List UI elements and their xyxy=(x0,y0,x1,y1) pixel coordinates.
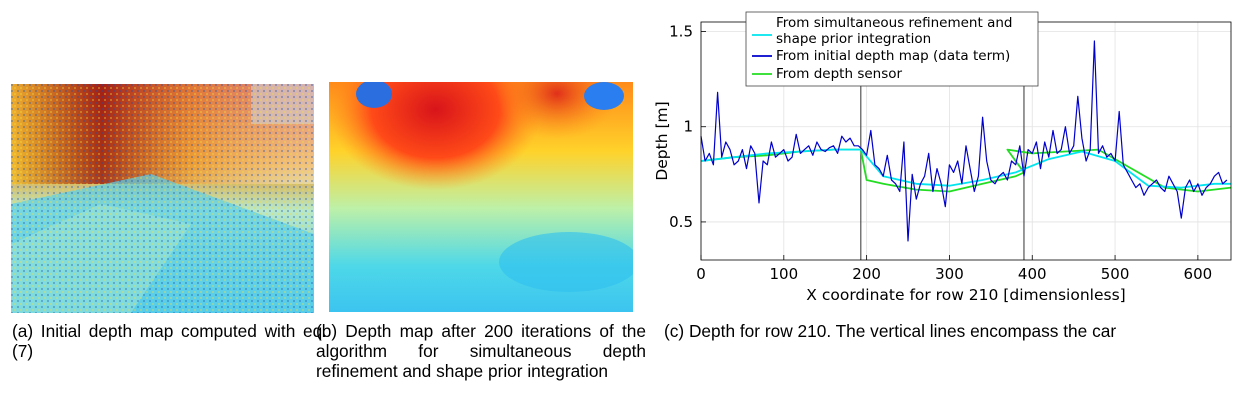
x-tick-label: 100 xyxy=(769,265,798,283)
depth-chart-svg: 0 100 200 300 400 500 600 0.5 1 1.5 X coordinate… xyxy=(653,11,1232,304)
legend-label: From simultaneous refinement and xyxy=(776,15,1012,31)
x-tick-label: 300 xyxy=(935,265,964,283)
series-line xyxy=(700,40,1228,242)
initial-depth-map-image xyxy=(11,84,314,313)
legend-box xyxy=(745,11,1039,87)
caption-c: (c) Depth for row 210. The vertical line… xyxy=(664,321,1117,341)
y-tick-label: 1.5 xyxy=(669,23,693,41)
legend-label: shape prior integration xyxy=(776,31,931,47)
caption-b: (b) Depth map after 200 iterations of th… xyxy=(316,321,646,381)
refined-depth-map-image xyxy=(329,82,633,312)
chart-series xyxy=(700,40,1232,242)
y-tick-label: 1 xyxy=(683,118,693,136)
series-line xyxy=(700,148,1231,189)
x-axis-label: X coordinate for row 210 [dimensionless] xyxy=(806,286,1125,304)
x-tick-label: 400 xyxy=(1018,265,1047,283)
x-tick-label: 500 xyxy=(1101,265,1130,283)
initial-depth-map-graphic xyxy=(11,84,314,313)
legend-label: From depth sensor xyxy=(776,66,903,82)
legend-label: From initial depth map (data term) xyxy=(776,48,1010,64)
x-tick-label: 600 xyxy=(1184,265,1213,283)
y-axis-ticks: 0.5 1 1.5 xyxy=(669,23,706,231)
x-tick-label: 200 xyxy=(852,265,881,283)
y-axis-label: Depth [m] xyxy=(653,101,671,180)
y-tick-label: 0.5 xyxy=(669,213,693,231)
refined-depth-map-graphic xyxy=(329,82,633,312)
x-tick-label: 0 xyxy=(696,265,706,283)
depth-row-chart: 0 100 200 300 400 500 600 0.5 1 1.5 X coordinate… xyxy=(646,0,1238,318)
caption-a: (a) Initial depth map computed with eq. … xyxy=(12,321,327,361)
x-axis-ticks: 0 100 200 300 400 500 600 xyxy=(696,255,1212,283)
